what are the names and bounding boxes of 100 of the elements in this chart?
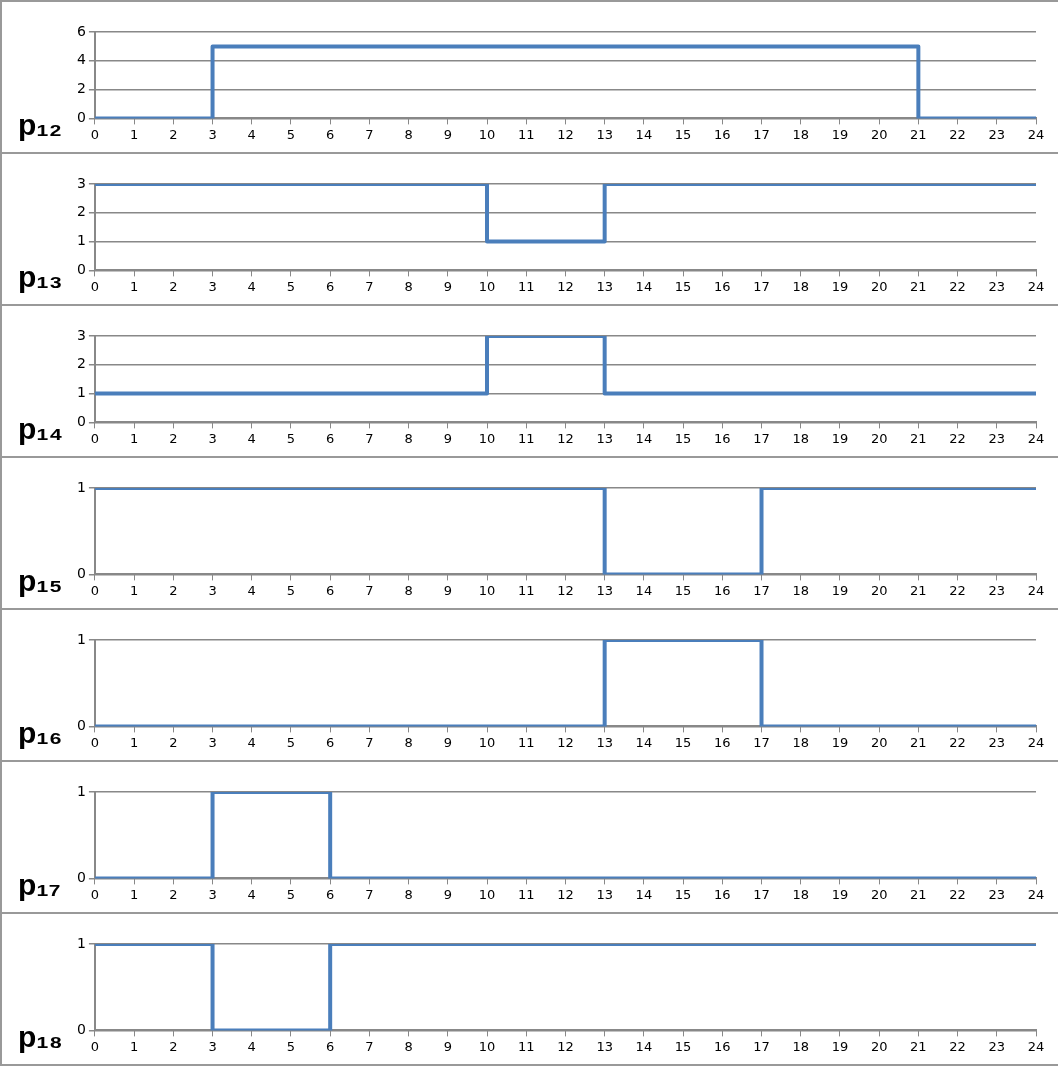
x-tick-label: 2 bbox=[169, 734, 178, 750]
x-tick-label: 20 bbox=[870, 126, 888, 142]
x-tick-label: 11 bbox=[517, 886, 535, 902]
x-tick-label: 0 bbox=[90, 582, 100, 598]
x-tick-label: 8 bbox=[404, 430, 413, 446]
x-tick-label: 5 bbox=[286, 126, 296, 142]
x-tick-label: 0 bbox=[90, 278, 100, 294]
x-tick-label: 15 bbox=[674, 1038, 692, 1054]
x-tick-label: 2 bbox=[169, 886, 178, 902]
y-axis-title: p₁₇ bbox=[18, 868, 61, 902]
x-tick-label: 19 bbox=[831, 278, 849, 294]
x-tick-label: 19 bbox=[831, 1038, 849, 1054]
x-tick-label: 14 bbox=[635, 734, 653, 750]
x-tick-label: 10 bbox=[478, 1038, 496, 1054]
x-tick-label: 15 bbox=[674, 126, 692, 142]
x-tick-label: 10 bbox=[478, 430, 496, 446]
x-tick-label: 5 bbox=[286, 1038, 296, 1054]
x-tick-label: 1 bbox=[129, 278, 139, 294]
x-tick-label: 22 bbox=[949, 278, 966, 294]
x-tick-label: 6 bbox=[326, 430, 335, 446]
x-tick-label: 0 bbox=[90, 430, 100, 446]
x-tick-label: 19 bbox=[831, 126, 849, 142]
x-tick-label: 12 bbox=[557, 1038, 574, 1054]
y-tick-label: 2 bbox=[76, 80, 86, 97]
x-tick-label: 11 bbox=[517, 1038, 535, 1054]
y-tick-label: 1 bbox=[76, 232, 86, 249]
x-tick-label: 4 bbox=[247, 126, 256, 142]
x-tick-label: 22 bbox=[949, 126, 966, 142]
x-tick-label: 20 bbox=[870, 734, 888, 750]
x-tick-label: 6 bbox=[326, 278, 335, 294]
y-tick-label: 1 bbox=[76, 782, 86, 799]
x-tick-label: 6 bbox=[326, 126, 335, 142]
x-tick-label: 2 bbox=[169, 278, 178, 294]
x-tick-label: 15 bbox=[674, 278, 692, 294]
x-tick-label: 18 bbox=[792, 278, 809, 294]
x-tick-label: 17 bbox=[753, 430, 770, 446]
y-tick-label: 2 bbox=[76, 203, 86, 220]
x-tick-label: 14 bbox=[635, 1038, 653, 1054]
x-tick-label: 17 bbox=[753, 886, 770, 902]
x-tick-label: 7 bbox=[365, 278, 374, 294]
x-tick-label: 15 bbox=[674, 734, 692, 750]
x-tick-label: 14 bbox=[635, 278, 653, 294]
x-tick-label: 7 bbox=[365, 886, 374, 902]
x-tick-label: 0 bbox=[90, 734, 100, 750]
y-axis-title: p₁₂ bbox=[18, 108, 63, 142]
x-tick-label: 2 bbox=[169, 430, 178, 446]
y-tick-label: 4 bbox=[76, 51, 86, 68]
x-tick-label: 17 bbox=[753, 582, 770, 598]
x-tick-label: 20 bbox=[870, 886, 888, 902]
x-tick-label: 8 bbox=[404, 886, 413, 902]
y-tick-label: 2 bbox=[76, 355, 86, 372]
x-tick-label: 24 bbox=[1027, 430, 1045, 446]
x-tick-label: 3 bbox=[208, 582, 217, 598]
x-tick-label: 12 bbox=[557, 430, 574, 446]
x-tick-label: 18 bbox=[792, 1038, 809, 1054]
x-tick-label: 4 bbox=[247, 582, 256, 598]
x-tick-label: 9 bbox=[443, 278, 452, 294]
x-tick-label: 14 bbox=[635, 126, 653, 142]
x-tick-label: 13 bbox=[596, 1038, 613, 1054]
x-tick-label: 3 bbox=[208, 430, 217, 446]
y-tick-label: 0 bbox=[76, 717, 86, 734]
x-tick-label: 23 bbox=[988, 886, 1006, 902]
x-tick-label: 23 bbox=[988, 734, 1006, 750]
x-tick-label: 13 bbox=[596, 886, 613, 902]
x-tick-label: 2 bbox=[169, 582, 178, 598]
x-tick-label: 23 bbox=[988, 278, 1006, 294]
x-tick-label: 8 bbox=[404, 1038, 413, 1054]
y-tick-label: 0 bbox=[76, 261, 86, 278]
x-tick-label: 16 bbox=[714, 1038, 731, 1054]
y-tick-label: 0 bbox=[76, 565, 86, 582]
x-tick-label: 5 bbox=[286, 430, 296, 446]
x-tick-label: 21 bbox=[910, 126, 927, 142]
x-tick-label: 18 bbox=[792, 430, 809, 446]
x-tick-label: 24 bbox=[1027, 582, 1045, 598]
x-tick-label: 24 bbox=[1027, 734, 1045, 750]
x-tick-label: 18 bbox=[792, 582, 809, 598]
x-tick-label: 24 bbox=[1027, 126, 1045, 142]
x-tick-label: 3 bbox=[208, 126, 217, 142]
x-tick-label: 19 bbox=[831, 734, 849, 750]
y-tick-label: 3 bbox=[76, 174, 86, 191]
x-tick-label: 19 bbox=[831, 430, 849, 446]
y-axis-title: p₁₆ bbox=[18, 716, 63, 750]
y-tick-label: 3 bbox=[76, 326, 86, 343]
x-tick-label: 15 bbox=[674, 430, 692, 446]
x-tick-label: 23 bbox=[988, 430, 1006, 446]
x-tick-label: 0 bbox=[90, 1038, 100, 1054]
x-tick-label: 4 bbox=[247, 1038, 256, 1054]
y-tick-label: 1 bbox=[76, 630, 86, 647]
x-tick-label: 1 bbox=[129, 430, 139, 446]
x-tick-label: 7 bbox=[365, 734, 374, 750]
x-tick-label: 11 bbox=[517, 582, 535, 598]
x-tick-label: 20 bbox=[870, 1038, 888, 1054]
x-tick-label: 17 bbox=[753, 126, 770, 142]
x-tick-label: 4 bbox=[247, 886, 256, 902]
x-tick-label: 24 bbox=[1027, 278, 1045, 294]
x-tick-label: 13 bbox=[596, 430, 613, 446]
x-tick-label: 15 bbox=[674, 886, 692, 902]
x-tick-label: 17 bbox=[753, 278, 770, 294]
x-tick-label: 6 bbox=[326, 886, 335, 902]
x-tick-label: 19 bbox=[831, 582, 849, 598]
